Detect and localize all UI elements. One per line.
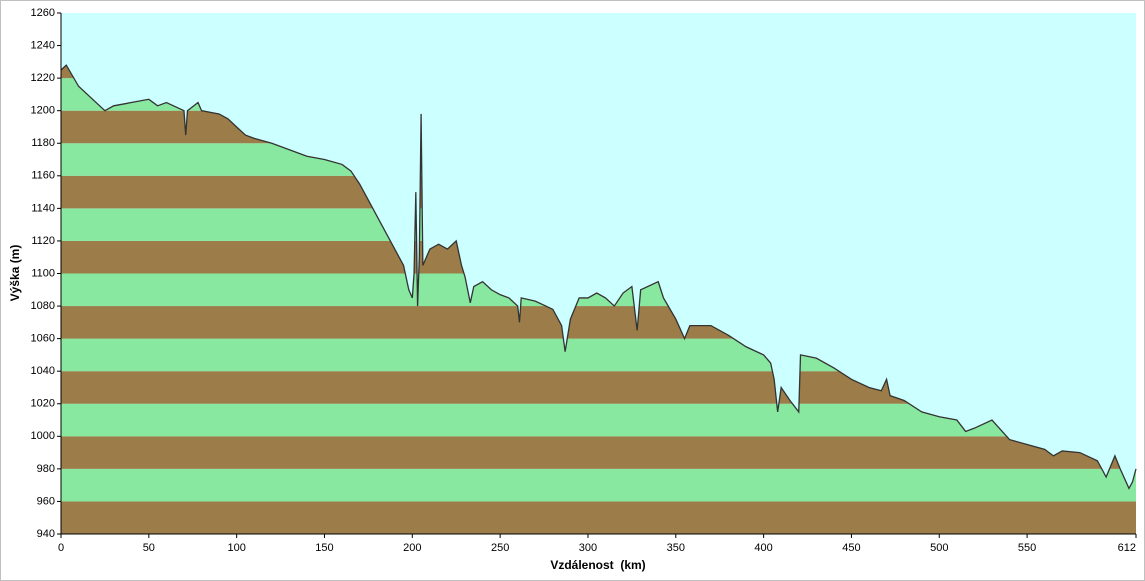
- profile-line: [60, 64, 1137, 490]
- y-tick-label: 1140: [31, 202, 55, 214]
- x-tick-label: 450: [842, 542, 860, 554]
- x-tick-label: 612: [1118, 542, 1136, 554]
- y-tick-label: 1180: [31, 137, 55, 149]
- y-tick-label: 1000: [31, 430, 55, 442]
- x-tick-label: 500: [930, 542, 948, 554]
- x-tick-label: 0: [58, 542, 64, 554]
- x-tick-label: 350: [667, 542, 685, 554]
- y-tick-label: 940: [37, 528, 55, 540]
- x-axis-title: Vzdálenost (km): [550, 558, 645, 572]
- x-tick-label: 550: [1018, 542, 1036, 554]
- y-tick-label: 1040: [31, 365, 55, 377]
- x-tick-label: 400: [754, 542, 772, 554]
- y-axis-title: Výška (m): [8, 245, 22, 302]
- y-tick-label: 1160: [31, 170, 55, 182]
- x-tick-label: 100: [227, 542, 245, 554]
- x-tick-label: 150: [315, 542, 333, 554]
- x-tick-label: 50: [143, 542, 155, 554]
- y-tick-label: 1100: [31, 267, 55, 279]
- y-tick-label: 1120: [31, 235, 55, 247]
- x-tick-label: 300: [579, 542, 597, 554]
- elevation-band: [61, 501, 1136, 534]
- elevation-band: [61, 436, 1136, 469]
- y-tick-label: 980: [37, 463, 55, 475]
- y-tick-label: 1060: [31, 333, 55, 345]
- elevation-band: [61, 468, 1136, 502]
- y-tick-label: 1020: [31, 398, 55, 410]
- x-tick-label: 200: [403, 542, 421, 554]
- x-tick-label: 250: [491, 542, 509, 554]
- y-tick-label: 1240: [31, 39, 55, 51]
- y-tick-label: 1200: [31, 105, 55, 117]
- y-tick-label: 1220: [31, 72, 55, 84]
- y-tick-label: 1260: [31, 7, 55, 19]
- y-tick-label: 1080: [31, 300, 55, 312]
- y-tick-label: 960: [37, 495, 55, 507]
